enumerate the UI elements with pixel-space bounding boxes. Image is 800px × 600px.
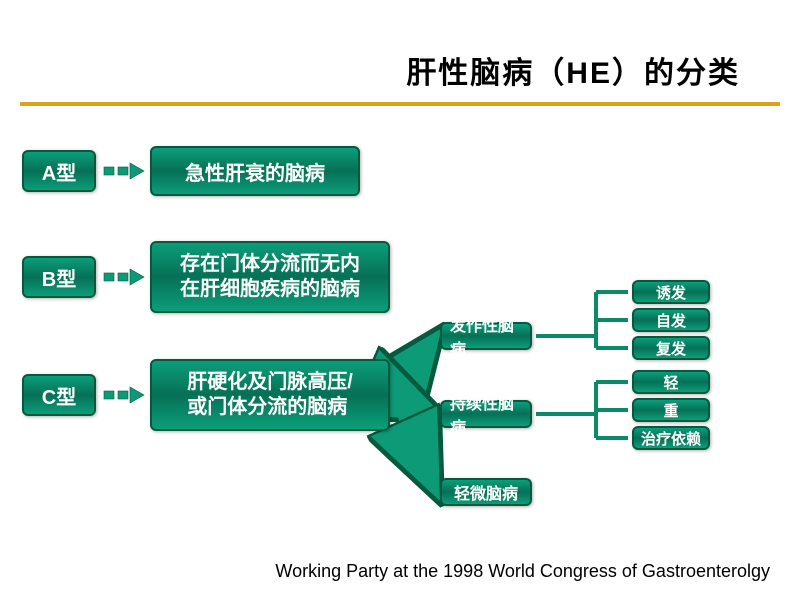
type-A: A型 xyxy=(22,150,96,192)
desc-B: 存在门体分流而无内 在肝细胞疾病的脑病 xyxy=(150,241,390,313)
type-B: B型 xyxy=(22,256,96,298)
leaf-0-1: 自发 xyxy=(632,308,710,332)
leaf-1-0: 轻 xyxy=(632,370,710,394)
c-sub-1: 持续性脑病 xyxy=(440,400,532,428)
leaf-1-1: 重 xyxy=(632,398,710,422)
leaf-1-2: 治疗依赖 xyxy=(632,426,710,450)
title-underline xyxy=(20,102,780,106)
leaf-0-0: 诱发 xyxy=(632,280,710,304)
desc-A: 急性肝衰的脑病 xyxy=(150,146,360,196)
type-C: C型 xyxy=(22,374,96,416)
footer-citation: Working Party at the 1998 World Congress… xyxy=(275,561,770,582)
leaf-0-2: 复发 xyxy=(632,336,710,360)
c-sub-2: 轻微脑病 xyxy=(440,478,532,506)
desc-C: 肝硬化及门脉高压/ 或门体分流的脑病 xyxy=(150,359,390,431)
slide-title: 肝性脑病（HE）的分类 xyxy=(406,48,740,92)
c-sub-0: 发作性脑病 xyxy=(440,322,532,350)
